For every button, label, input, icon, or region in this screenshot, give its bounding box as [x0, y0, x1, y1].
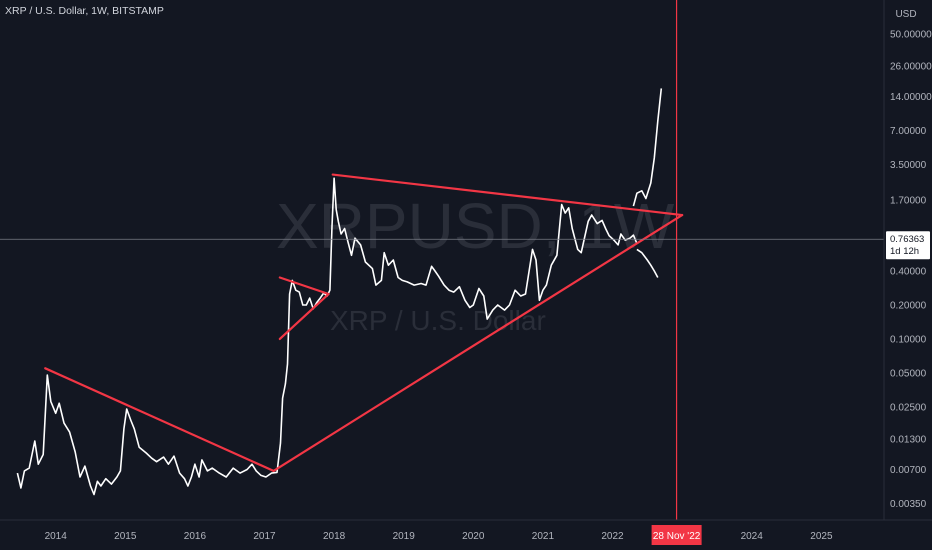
currency-label: USD	[895, 9, 916, 20]
y-tick-label: 0.02500	[890, 403, 927, 414]
watermark: XRPUSD, 1W XRP / U.S. Dollar	[276, 190, 675, 336]
y-tick-label: 14.00000	[890, 92, 932, 103]
markers	[0, 0, 884, 520]
x-tick-label: 2022	[601, 531, 624, 542]
price-series-line-1	[636, 248, 659, 278]
current-price-tag-background	[886, 231, 930, 260]
price-series	[16, 88, 663, 496]
time-highlight-background	[651, 525, 702, 545]
y-tick-label: 26.00000	[890, 62, 932, 73]
y-tick-label: 0.05000	[890, 369, 927, 380]
watermark-description: XRP / U.S. Dollar	[330, 305, 546, 336]
trendline-1[interactable]	[272, 213, 684, 472]
trendline-4[interactable]	[278, 292, 330, 341]
y-tick-label: 0.20000	[890, 301, 927, 312]
y-tick-label: 0.10000	[890, 335, 927, 346]
x-tick-label: 2016	[184, 531, 207, 542]
current-price-tag: 0.76363 1d 12h	[886, 231, 930, 260]
time-axis-highlight: 28 Nov '22	[651, 525, 702, 545]
time-axis[interactable]: 2014201520162017201820192020202120222023…	[0, 519, 932, 542]
bar-countdown: 1d 12h	[890, 246, 919, 257]
time-highlight-label: 28 Nov '22	[653, 531, 701, 542]
chart-title: XRP / U.S. Dollar, 1W, BITSTAMP	[5, 5, 164, 17]
x-tick-label: 2024	[741, 531, 764, 542]
y-tick-label: 50.00000	[890, 30, 932, 41]
x-tick-label: 2018	[323, 531, 346, 542]
y-tick-label: 3.50000	[890, 160, 927, 171]
y-tick-label: 7.00000	[890, 126, 927, 137]
trendline-0[interactable]	[44, 367, 275, 472]
watermark-symbol: XRPUSD, 1W	[276, 190, 675, 262]
y-tick-label: 0.01300	[890, 435, 927, 446]
y-tick-label: 0.00350	[890, 499, 927, 510]
current-price-value: 0.76363	[890, 234, 924, 245]
x-tick-label: 2014	[45, 531, 68, 542]
price-axis[interactable]: USD 50.00000 26.00000 14.00000 7.00000 3.500…	[883, 0, 932, 520]
x-tick-label: 2015	[114, 531, 137, 542]
price-series-line-2	[632, 88, 663, 207]
x-tick-label: 2025	[810, 531, 833, 542]
x-tick-label: 2017	[253, 531, 276, 542]
y-tick-label: 0.00700	[890, 465, 927, 476]
trendlines[interactable]	[44, 173, 684, 472]
y-tick-label: 0.40000	[890, 267, 927, 278]
x-tick-label: 2019	[393, 531, 416, 542]
x-tick-label: 2021	[532, 531, 555, 542]
trendline-2[interactable]	[331, 173, 684, 217]
x-tick-label: 2020	[462, 531, 485, 542]
trendline-3[interactable]	[278, 276, 330, 296]
y-tick-label: 1.70000	[890, 195, 927, 206]
